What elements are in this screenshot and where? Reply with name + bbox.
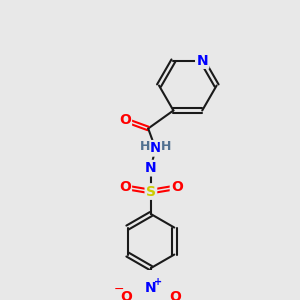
Text: N: N — [145, 281, 157, 295]
Text: O: O — [119, 180, 131, 194]
Text: −: − — [114, 283, 124, 296]
Text: N: N — [150, 141, 161, 155]
Text: S: S — [146, 184, 156, 199]
Text: H: H — [140, 140, 150, 153]
Text: O: O — [119, 113, 131, 128]
Text: O: O — [171, 180, 183, 194]
Text: H: H — [161, 140, 171, 153]
Text: O: O — [121, 290, 133, 300]
Text: N: N — [145, 161, 157, 175]
Text: N: N — [196, 54, 208, 68]
Text: O: O — [169, 290, 181, 300]
Text: +: + — [154, 277, 162, 286]
